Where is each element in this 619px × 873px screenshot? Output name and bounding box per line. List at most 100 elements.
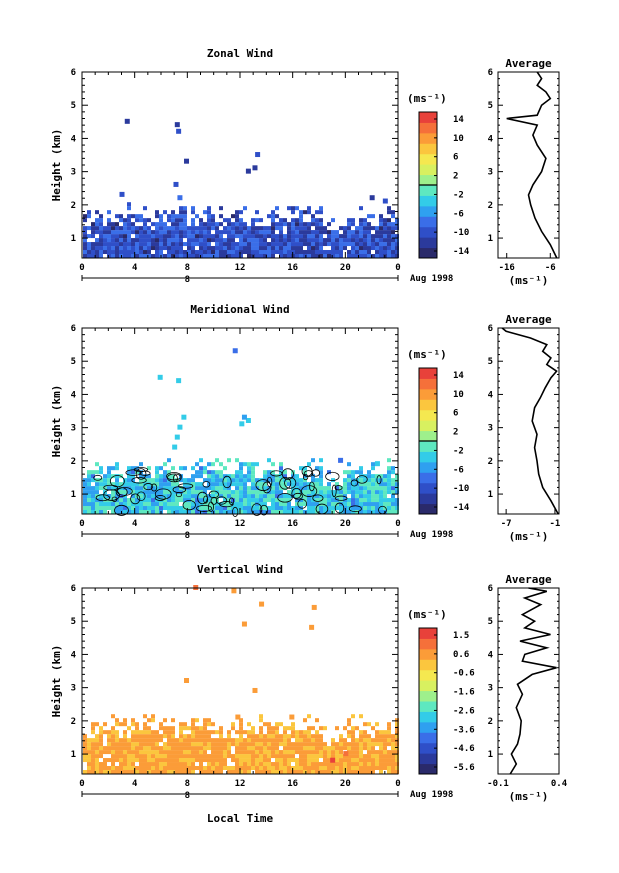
heatmap-cell — [311, 502, 315, 507]
heatmap-cell — [143, 766, 147, 771]
heatmap-cell — [207, 462, 211, 467]
heatmap-cell — [339, 234, 343, 239]
heatmap-cell — [179, 506, 183, 511]
heatmap-cell — [299, 734, 303, 739]
heatmap-cell — [223, 754, 227, 759]
heatmap-cell — [379, 730, 383, 735]
heatmap-cell — [255, 750, 259, 755]
heatmap-cell — [251, 470, 255, 475]
heatmap-cell — [191, 738, 195, 743]
heatmap-cell — [135, 226, 139, 231]
heatmap-cell — [295, 226, 299, 231]
heatmap-cell — [163, 770, 167, 774]
heatmap-cell — [359, 766, 363, 771]
heatmap-cell — [215, 502, 219, 507]
heatmap-cell — [175, 242, 179, 247]
heatmap-cell — [383, 734, 387, 739]
heatmap-cell — [203, 210, 207, 215]
heatmap-cell — [395, 722, 399, 727]
heatmap-cell — [267, 478, 271, 483]
heatmap-cell — [231, 754, 235, 759]
colorbar-swatch — [419, 226, 437, 238]
average-x-tick-label: -16 — [499, 263, 515, 273]
heatmap-cell — [203, 226, 207, 231]
heatmap-cell — [147, 750, 151, 755]
heatmap-cell — [359, 230, 363, 235]
heatmap-cell — [387, 458, 391, 463]
heatmap-cell — [363, 502, 367, 507]
heatmap-cell — [191, 718, 195, 723]
heatmap-cell — [363, 506, 367, 511]
heatmap-cell — [191, 242, 195, 247]
heatmap-cell — [199, 234, 203, 239]
heatmap-cell — [379, 490, 383, 495]
heatmap-cell — [99, 498, 103, 503]
average-y-tick-label: 5 — [488, 617, 493, 627]
heatmap-cell — [179, 250, 183, 255]
heatmap-cell — [283, 734, 287, 739]
colorbar-swatch — [419, 185, 437, 196]
heatmap-cell — [227, 242, 231, 247]
heatmap-cell — [211, 246, 215, 251]
average-x-tick-label: -7 — [501, 519, 512, 529]
heatmap-cell — [219, 762, 223, 767]
heatmap-cell — [155, 762, 159, 767]
heatmap-cell — [215, 246, 219, 251]
heatmap-cell — [143, 474, 147, 479]
heatmap-cell — [355, 758, 359, 763]
heatmap-cell — [179, 466, 183, 471]
heatmap-cell — [283, 474, 287, 479]
heatmap-cell — [135, 746, 139, 751]
heatmap-cell — [139, 506, 143, 511]
heatmap-cell — [319, 246, 323, 251]
heatmap-cell — [263, 242, 267, 247]
heatmap-cell — [347, 230, 351, 235]
heatmap-cell — [195, 754, 199, 759]
heatmap-cell — [347, 482, 351, 487]
heatmap-cell — [351, 490, 355, 495]
heatmap-cell — [215, 238, 219, 243]
heatmap-cell — [183, 498, 187, 503]
heatmap-cell — [187, 230, 191, 235]
heatmap-cell — [243, 506, 247, 511]
heatmap-cell — [235, 226, 239, 231]
heatmap-cell — [191, 730, 195, 735]
heatmap-cell — [119, 494, 123, 499]
heatmap-cell — [331, 762, 335, 767]
heatmap-cell — [319, 490, 323, 495]
heatmap-cell — [327, 234, 331, 239]
heatmap-cell — [99, 730, 103, 735]
heatmap-cell — [295, 482, 299, 487]
heatmap-cell — [311, 726, 315, 731]
heatmap-cell — [219, 750, 223, 755]
heatmap-cell — [95, 498, 99, 503]
heatmap-cell — [183, 506, 187, 511]
heatmap-cell — [95, 734, 99, 739]
heatmap-cell — [239, 482, 243, 487]
colorbar-swatch — [419, 174, 437, 186]
heatmap-cell — [167, 506, 171, 511]
heatmap-cell — [383, 250, 387, 255]
heatmap-cell — [347, 490, 351, 495]
heatmap-cell — [87, 510, 91, 514]
heatmap-cell — [139, 746, 143, 751]
heatmap-cell — [235, 762, 239, 767]
heatmap-cell — [111, 490, 115, 495]
heatmap-cell — [211, 490, 215, 495]
heatmap-cell — [231, 238, 235, 243]
heatmap-cell — [231, 214, 235, 219]
heatmap-cell — [223, 230, 227, 235]
contour-line — [284, 477, 297, 489]
heatmap-cell — [263, 234, 267, 239]
heatmap-cell — [255, 734, 259, 739]
heatmap-cell — [139, 498, 143, 503]
x-tick-label: 20 — [340, 779, 351, 789]
heatmap-cell — [187, 502, 191, 507]
heatmap-cell — [287, 250, 291, 255]
heatmap-cell — [179, 738, 183, 743]
heatmap-cell — [251, 486, 255, 491]
heatmap-cell — [111, 742, 115, 747]
y-tick-label: 5 — [71, 101, 76, 111]
heatmap-cell — [263, 506, 267, 511]
heatmap-cell — [267, 738, 271, 743]
